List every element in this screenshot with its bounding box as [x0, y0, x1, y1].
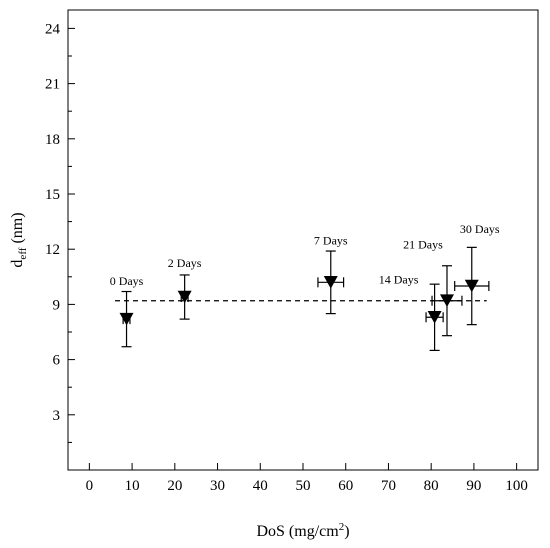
data-point: 30 Days	[454, 222, 500, 326]
data-point: 2 Days	[168, 256, 202, 320]
x-axis-title: DoS (mg/cm2)	[256, 521, 349, 540]
x-tick-label: 0	[86, 478, 94, 494]
data-points-layer: 0 Days 2 Days 7 Days 14 Days 21 Days 30 Days	[110, 222, 500, 351]
point-label: 14 Days	[379, 272, 419, 286]
point-label: 2 Days	[168, 256, 202, 270]
down-triangle-marker	[119, 312, 134, 326]
y-axis-title-main: d	[9, 260, 26, 268]
down-triangle-marker	[177, 290, 192, 304]
y-tick-label: 24	[45, 21, 61, 37]
data-point: 0 Days	[110, 274, 144, 348]
data-point: 21 Days	[403, 238, 463, 337]
down-triangle-marker	[427, 310, 442, 324]
x-tick-label: 10	[125, 478, 140, 494]
y-tick-label: 9	[53, 297, 61, 313]
x-tick-label: 20	[167, 478, 182, 494]
y-tick-label: 21	[45, 77, 60, 93]
x-tick-label: 60	[338, 478, 353, 494]
plot-frame	[67, 9, 539, 471]
down-triangle-marker	[323, 276, 338, 289]
down-triangle-marker	[439, 294, 454, 308]
x-axis-title-tail: )	[344, 523, 349, 540]
x-axis-title-superscript: 2	[339, 521, 345, 533]
down-triangle-marker	[464, 279, 479, 293]
x-tick-label: 30	[210, 478, 225, 494]
y-tick-label: 18	[45, 132, 60, 148]
x-axis-title-main: DoS (mg/cm	[256, 523, 339, 540]
data-point: 7 Days	[314, 233, 348, 315]
y-axis-title-tail: (nm)	[9, 212, 26, 247]
y-axis-title: deff (nm)	[9, 212, 29, 267]
x-tick-label: 70	[381, 478, 396, 494]
point-label: 30 Days	[460, 222, 500, 236]
point-label: 7 Days	[314, 233, 348, 247]
y-tick-label: 3	[53, 408, 61, 424]
point-label: 21 Days	[403, 238, 443, 252]
x-tick-label: 40	[253, 478, 268, 494]
y-tick-label: 12	[45, 242, 60, 258]
point-label: 0 Days	[110, 274, 144, 288]
data-point: 14 Days	[379, 272, 444, 351]
y-tick-label: 15	[45, 187, 60, 203]
axis-ticks: 0 10 20 30 40 50 60 70 80 90 100 3 6 9 12 15 18 21 24	[45, 21, 528, 494]
x-tick-label: 90	[466, 478, 481, 494]
x-tick-label: 80	[424, 478, 439, 494]
x-tick-label: 50	[296, 478, 311, 494]
y-axis-title-subscript: eff	[17, 247, 29, 259]
x-tick-label: 100	[505, 478, 528, 494]
y-tick-label: 6	[53, 353, 61, 369]
